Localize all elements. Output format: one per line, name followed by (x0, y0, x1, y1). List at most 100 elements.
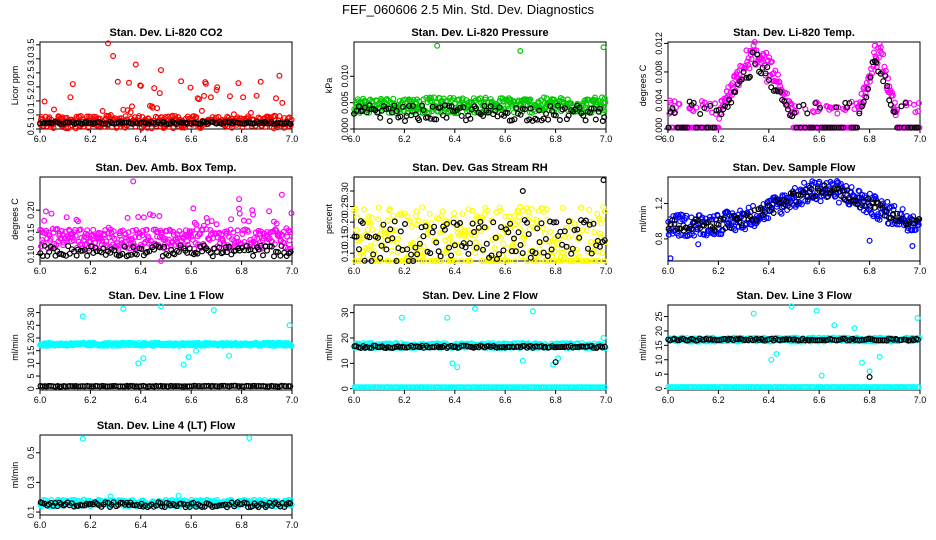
data-point (816, 178, 823, 185)
x-tick-label: 6.8 (235, 266, 248, 276)
data-point (571, 227, 578, 234)
data-point (540, 249, 547, 256)
x-tick-label: 6.2 (84, 134, 97, 144)
data-point (427, 98, 434, 105)
data-point (368, 106, 375, 113)
data-point (437, 104, 444, 111)
data-point (108, 246, 115, 253)
data-point (511, 116, 518, 123)
y-tick-label: 0.5 (26, 447, 36, 460)
data-point (416, 117, 423, 124)
data-point (287, 229, 294, 236)
data-point (862, 90, 869, 97)
data-point (67, 94, 74, 101)
panel-5: Stan. Dev. Gas Stream RH6.0 6.2 6.4 6.6 6.8 7… (324, 162, 612, 276)
y-tick-label: 0.000 (654, 118, 664, 141)
data-point (387, 226, 394, 233)
data-point (272, 226, 279, 233)
data-point (83, 113, 90, 120)
data-point (524, 102, 531, 109)
data-point (870, 213, 877, 220)
y-axis-label: kPa (324, 78, 334, 94)
data-point (375, 216, 382, 223)
data-point (539, 225, 546, 232)
data-point (568, 250, 575, 257)
data-point (715, 124, 722, 131)
y-tick-label: 20 (654, 326, 664, 336)
x-tick-label: 6.6 (813, 395, 826, 405)
data-point (601, 114, 608, 121)
data-point (408, 251, 415, 258)
panel-title: Stan. Dev. Amb. Box Temp. (96, 162, 237, 174)
data-point (776, 199, 783, 206)
y-tick-label: 0.8 (654, 233, 664, 246)
x-tick-label: 6.0 (34, 134, 47, 144)
data-point (864, 85, 871, 92)
data-point (46, 249, 53, 256)
data-point (63, 125, 70, 132)
data-point (762, 70, 769, 77)
data-point (536, 239, 543, 246)
data-point (593, 239, 600, 246)
data-point (901, 124, 908, 131)
data-point (526, 213, 533, 220)
data-point (815, 101, 822, 108)
series-reference (37, 382, 294, 390)
data-point (418, 258, 425, 265)
data-point (255, 227, 262, 234)
data-point (517, 47, 524, 54)
data-point (213, 86, 220, 93)
data-point (846, 201, 853, 208)
y-tick-label: 1.5 (26, 95, 36, 108)
data-point (77, 226, 84, 233)
data-point (122, 113, 129, 120)
data-point (592, 116, 599, 123)
data-point (397, 228, 404, 235)
data-point (119, 250, 126, 257)
data-point (467, 115, 474, 122)
data-point (701, 99, 708, 106)
x-tick-label: 6.4 (135, 395, 148, 405)
data-point (848, 124, 855, 131)
series-baseline (665, 384, 922, 391)
y-tick-label: 10 (340, 358, 350, 368)
data-point (732, 89, 739, 96)
data-point (535, 208, 542, 215)
data-point (480, 112, 487, 119)
data-point (368, 214, 375, 221)
data-point (467, 240, 474, 247)
data-point (58, 228, 65, 235)
data-point (752, 60, 759, 67)
data-point (451, 210, 458, 217)
data-point (185, 354, 192, 361)
data-point (517, 111, 524, 118)
data-point (365, 213, 372, 220)
data-point (114, 78, 121, 85)
data-point (545, 116, 552, 123)
data-point (700, 231, 707, 238)
data-point (800, 101, 807, 108)
data-point (774, 196, 781, 203)
data-point (158, 67, 165, 74)
x-tick-label: 6.4 (449, 266, 462, 276)
y-tick-label: 20 (26, 333, 36, 343)
data-point (586, 206, 593, 213)
data-point (745, 74, 752, 81)
data-point (846, 100, 853, 107)
data-point (180, 119, 187, 126)
data-point (135, 360, 142, 367)
data-point (427, 115, 434, 122)
data-point (697, 110, 704, 117)
data-point (889, 92, 896, 99)
data-point (517, 203, 524, 210)
data-point (46, 232, 53, 239)
data-point (541, 99, 548, 106)
data-point (576, 104, 583, 111)
data-point (424, 99, 431, 106)
data-point (463, 258, 470, 265)
y-tick-label: 3.0 (26, 53, 36, 66)
data-point (772, 67, 779, 74)
data-point (600, 44, 607, 51)
data-point (516, 213, 523, 220)
data-point (258, 119, 265, 126)
